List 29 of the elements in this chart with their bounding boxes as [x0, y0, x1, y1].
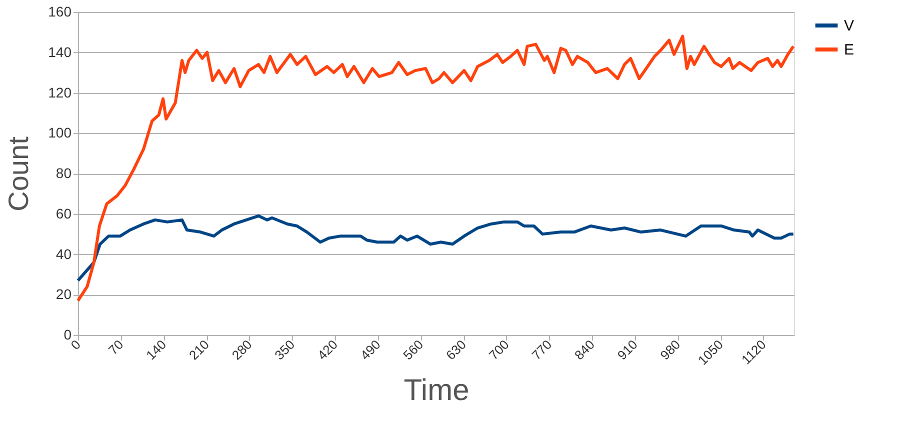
- x-tick-label: 630: [443, 336, 469, 363]
- x-tick-label: 140: [143, 336, 170, 363]
- x-tick-label: 70: [105, 336, 126, 358]
- x-tick-label: 350: [272, 336, 298, 363]
- y-tick-label: 60: [56, 205, 72, 222]
- x-tick-label: 490: [357, 336, 384, 363]
- y-tick-label: 140: [48, 44, 72, 60]
- x-tick-label: 560: [400, 336, 426, 363]
- line-series: [76, 34, 795, 302]
- x-tick-label: 840: [572, 336, 598, 363]
- y-tick-label: 20: [56, 286, 72, 302]
- y-tick-label: 100: [48, 124, 72, 141]
- x-tick-label: 700: [486, 336, 512, 363]
- y-tick-label: 40: [56, 246, 72, 262]
- x-tick-label: 210: [186, 336, 212, 363]
- x-tick-label: 280: [228, 336, 255, 363]
- legend-label: E: [844, 42, 854, 58]
- line-series: [76, 214, 795, 282]
- x-tick-label: 420: [314, 336, 340, 363]
- y-tick-label: 160: [48, 4, 72, 20]
- y-tick-label: 120: [48, 84, 72, 100]
- x-tick-label: 770: [528, 336, 555, 363]
- y-axis-title: Count: [3, 136, 34, 212]
- x-tick-label: 980: [657, 336, 684, 363]
- x-axis-title: Time: [404, 374, 470, 407]
- y-tick-label: 80: [56, 165, 72, 181]
- x-tick-label: 910: [614, 336, 640, 363]
- y-tick-label: 0: [64, 326, 72, 342]
- legend-label: V: [844, 18, 854, 34]
